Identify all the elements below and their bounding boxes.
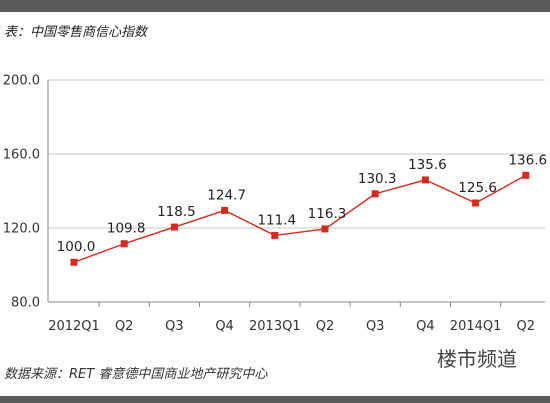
y-tick-label: 80.0 [11,296,40,311]
data-label: 130.3 [358,171,397,187]
x-tick-label: Q3 [366,319,385,334]
x-tick-label: Q2 [316,319,335,334]
data-label: 136.6 [508,152,547,168]
top-bar [0,0,550,12]
y-tick-label: 200.0 [3,74,40,89]
x-tick-labels: 2012Q1 Q2 Q3 Q4 2013Q1 Q2 Q3 Q4 2014Q1 Q2 [48,319,535,334]
data-label: 109.8 [107,221,146,237]
watermark: 楼市频道 [437,347,517,371]
x-tick-label: 2014Q1 [450,319,502,334]
x-tick-label: 2013Q1 [249,319,301,334]
chart-title: 表：中国零售商信心指数 [4,25,148,40]
data-label: 118.5 [157,204,196,220]
data-point [421,176,429,184]
data-label: 125.6 [458,180,497,196]
x-tick-label: Q2 [517,319,536,334]
data-label: 124.7 [207,187,246,203]
series-line [73,174,527,263]
y-tick-labels: 80.0 120.0 160.0 200.0 [3,74,40,311]
data-point [170,223,178,231]
data-points [70,171,530,266]
data-label: 111.4 [257,212,296,228]
data-point [321,225,329,233]
bottom-bar [0,396,550,403]
data-point [221,206,229,214]
x-tick-label: 2012Q1 [48,319,100,334]
x-tick-label: Q4 [416,319,435,334]
gridlines [48,79,545,229]
axes [47,80,545,307]
data-point [120,240,128,248]
data-label: 116.3 [308,206,347,222]
data-labels: 100.0 109.8 118.5 124.7 111.4 116.3 130.3 135.6… [57,152,547,255]
data-point [472,199,480,207]
x-tick-label: Q4 [215,319,234,334]
series-line-layer [73,174,527,263]
data-point [371,190,379,198]
data-label: 100.0 [57,239,96,255]
data-point [271,231,279,239]
y-tick-label: 120.0 [3,222,40,237]
data-source: 数据来源：RET 睿意德中国商业地产研究中心 [4,367,268,382]
x-tick-label: Q2 [115,319,134,334]
data-point [70,258,78,266]
y-tick-label: 160.0 [3,148,40,163]
x-tick-label: Q3 [165,319,184,334]
data-point [522,171,530,179]
data-label: 135.6 [408,157,447,173]
